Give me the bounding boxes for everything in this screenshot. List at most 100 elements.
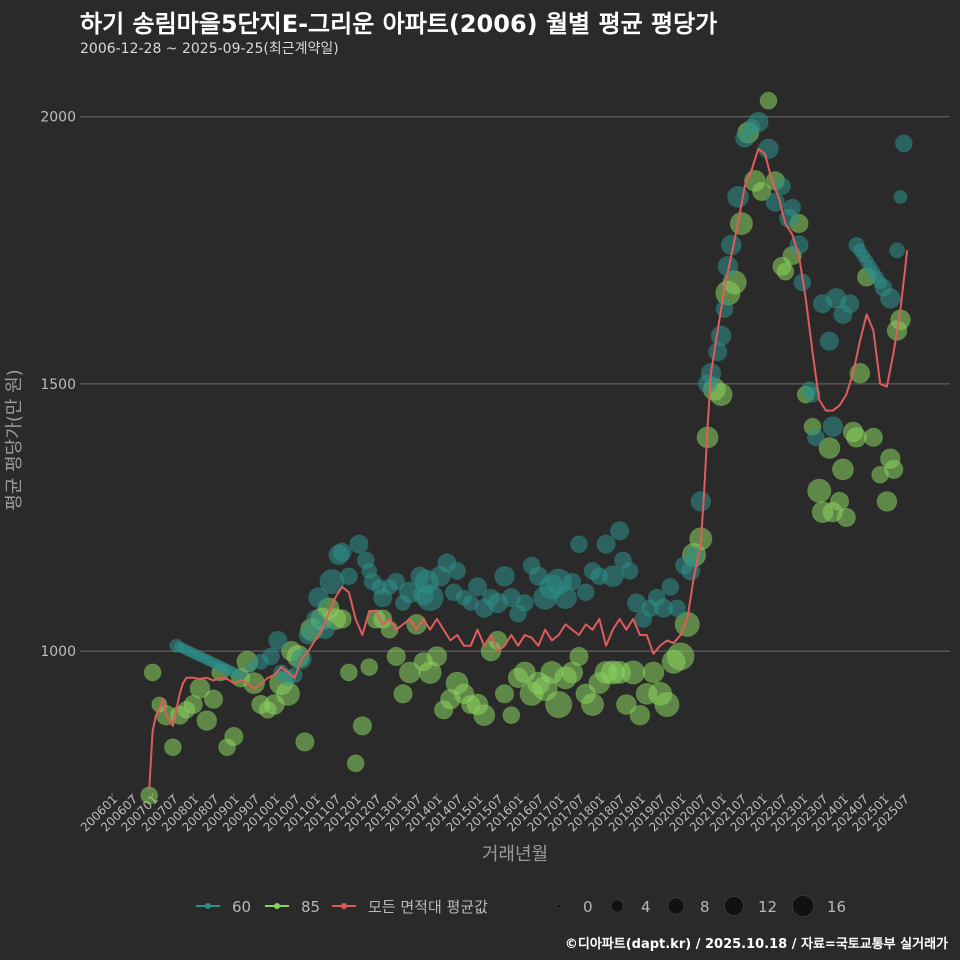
data-point-85 — [876, 491, 898, 512]
data-point-85 — [545, 690, 573, 719]
data-point-60 — [889, 242, 906, 259]
data-point-60 — [806, 428, 825, 447]
data-point-60 — [668, 599, 687, 618]
data-point-85 — [642, 661, 665, 684]
data-point-60 — [576, 583, 595, 602]
data-point-85 — [502, 706, 521, 725]
y-tick-label: 2000 — [40, 110, 76, 126]
data-point-85 — [863, 427, 884, 447]
legend-marker-85 — [274, 903, 280, 909]
data-point-60 — [758, 138, 779, 160]
data-point-60 — [690, 491, 712, 512]
y-tick-label: 1000 — [40, 644, 76, 660]
legend-size-label: 0 — [583, 898, 593, 916]
data-point-85 — [295, 732, 315, 752]
data-point-85 — [406, 614, 427, 635]
data-point-60 — [609, 521, 630, 541]
data-point-85 — [846, 426, 867, 448]
data-point-85 — [776, 262, 795, 281]
legend-marker-avg — [341, 903, 347, 909]
legend-size-circle — [723, 895, 745, 917]
data-point-85 — [346, 754, 365, 773]
x-axis-title: 거래년월 — [482, 844, 548, 865]
data-point-85 — [666, 642, 695, 671]
data-point-85 — [203, 689, 224, 709]
data-point-60 — [804, 386, 821, 403]
data-point-60 — [416, 584, 444, 612]
data-point-60 — [553, 586, 578, 610]
data-point-85 — [494, 684, 515, 704]
data-point-60 — [332, 542, 352, 562]
data-point-60 — [467, 577, 488, 597]
legend-size-label: 4 — [641, 898, 651, 916]
data-point-85 — [339, 663, 358, 682]
page-subtitle: 2006-12-28 ~ 2025-09-25(최근계약일) — [80, 41, 339, 57]
data-point-60 — [840, 294, 860, 314]
y-axis-title: 평균 평당가(만 원) — [4, 369, 25, 510]
legend-size-label: 8 — [700, 898, 710, 916]
data-point-60 — [783, 198, 802, 217]
data-point-85 — [426, 646, 448, 667]
data-point-85 — [243, 672, 266, 695]
data-point-60 — [715, 300, 734, 318]
data-point-60 — [234, 669, 247, 681]
data-point-60 — [601, 565, 624, 588]
data-point-85 — [473, 704, 496, 727]
data-point-60 — [262, 647, 280, 666]
data-point-85 — [818, 437, 841, 459]
legend-label-60: 60 — [232, 898, 251, 916]
data-point-60 — [570, 535, 588, 554]
legend-label-avg: 모든 면적대 평균값 — [368, 898, 488, 916]
data-point-85 — [580, 692, 605, 717]
legend-label-85: 85 — [301, 898, 320, 916]
legend-size-circle — [667, 897, 685, 915]
data-point-85 — [196, 710, 218, 731]
data-point-60 — [710, 325, 732, 347]
data-point-60 — [308, 587, 329, 608]
data-point-60 — [747, 111, 769, 133]
data-point-60 — [661, 578, 680, 596]
data-point-60 — [515, 594, 534, 612]
data-point-60 — [387, 572, 406, 591]
data-point-60 — [894, 134, 913, 153]
data-point-85 — [829, 491, 850, 512]
data-point-85 — [729, 212, 753, 236]
data-point-60 — [822, 416, 844, 437]
data-point-60 — [727, 185, 750, 208]
legend-size-circle — [791, 894, 815, 918]
data-point-60 — [893, 189, 908, 204]
data-point-85 — [759, 91, 778, 110]
average-line — [148, 147, 909, 791]
data-point-85 — [164, 738, 182, 757]
data-point-85 — [752, 181, 772, 202]
y-tick-label: 1500 — [40, 377, 76, 393]
data-point-85 — [629, 704, 651, 726]
data-point-60 — [765, 192, 785, 212]
data-point-60 — [339, 567, 358, 586]
data-point-85 — [831, 458, 854, 481]
data-point-85 — [224, 726, 244, 747]
data-point-60 — [494, 565, 515, 587]
data-point-85 — [360, 658, 379, 676]
data-point-85 — [569, 646, 589, 667]
data-point-60 — [819, 331, 840, 351]
data-point-85 — [654, 691, 680, 718]
data-point-85 — [143, 663, 162, 682]
legend-size-circle — [556, 903, 562, 909]
data-point-85 — [674, 611, 700, 637]
data-point-85 — [393, 684, 413, 704]
data-point-85 — [807, 478, 832, 503]
data-point-85 — [884, 459, 904, 480]
data-point-60 — [879, 288, 901, 309]
legend-size-circle — [610, 899, 624, 913]
footer-credit: ©디아파트(dapt.kr) / 2025.10.18 / 자료=국토교통부 실… — [564, 937, 948, 952]
data-point-85 — [352, 716, 373, 736]
page-title: 하기 송림마을5단지E-그리운 아파트(2006) 월별 평균 평당가 — [80, 10, 718, 38]
data-point-85 — [332, 609, 352, 629]
legend-size-label: 16 — [827, 898, 846, 916]
data-point-85 — [621, 660, 646, 685]
data-point-60 — [349, 534, 369, 554]
legend-size-label: 12 — [758, 898, 777, 916]
data-point-85 — [616, 694, 637, 715]
